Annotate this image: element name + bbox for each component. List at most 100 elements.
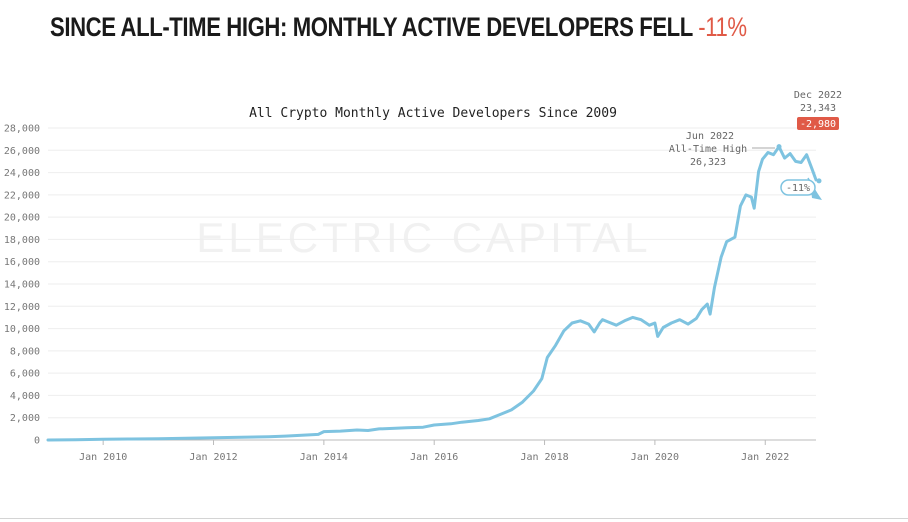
data-point bbox=[709, 313, 711, 315]
data-point bbox=[587, 323, 590, 326]
data-point bbox=[74, 438, 77, 441]
data-point bbox=[322, 430, 325, 433]
data-point bbox=[157, 437, 160, 440]
data-point bbox=[546, 356, 549, 359]
data-point bbox=[212, 436, 215, 439]
data-point bbox=[623, 319, 626, 322]
y-tick-label: 26,000 bbox=[4, 146, 40, 157]
data-point bbox=[640, 318, 643, 321]
watermark: ELECTRIC CAPITAL bbox=[196, 214, 651, 261]
x-tick-label: Jan 2022 bbox=[741, 452, 789, 463]
data-point bbox=[593, 331, 596, 333]
data-point bbox=[753, 207, 756, 210]
data-point bbox=[670, 322, 673, 324]
x-tick-label: Jan 2010 bbox=[79, 452, 127, 463]
data-point bbox=[449, 422, 452, 425]
ath-date-label: Jun 2022 bbox=[686, 131, 734, 142]
data-point bbox=[662, 326, 665, 329]
data-point bbox=[532, 390, 535, 392]
data-point bbox=[648, 324, 651, 327]
data-point bbox=[521, 401, 524, 404]
x-tick-label: Jan 2012 bbox=[189, 452, 237, 463]
y-tick-label: 4,000 bbox=[10, 391, 40, 402]
data-point bbox=[772, 153, 775, 156]
y-tick-label: 6,000 bbox=[10, 369, 40, 380]
data-point bbox=[678, 318, 681, 321]
y-tick-label: 10,000 bbox=[4, 324, 40, 335]
data-point bbox=[607, 320, 609, 323]
data-point bbox=[562, 329, 565, 332]
y-tick-label: 22,000 bbox=[4, 190, 40, 201]
data-point bbox=[805, 153, 808, 156]
data-point bbox=[47, 439, 49, 441]
data-point bbox=[720, 256, 723, 259]
series-line bbox=[46, 145, 818, 442]
data-point bbox=[811, 168, 814, 171]
data-point bbox=[750, 196, 753, 198]
data-point bbox=[422, 426, 425, 429]
data-point bbox=[815, 178, 817, 181]
x-tick-label: Jan 2020 bbox=[631, 452, 679, 463]
y-tick-label: 16,000 bbox=[4, 257, 40, 268]
y-tick-label: 14,000 bbox=[4, 280, 40, 291]
data-point bbox=[706, 303, 709, 305]
data-point bbox=[433, 424, 436, 426]
x-tick-label: Jan 2014 bbox=[300, 452, 348, 463]
data-point bbox=[695, 317, 698, 320]
last-value-label: 23,343 bbox=[800, 103, 836, 114]
data-point bbox=[284, 435, 287, 437]
y-tick-label: 0 bbox=[34, 436, 40, 447]
data-point bbox=[378, 427, 380, 430]
data-point bbox=[300, 434, 303, 437]
data-point bbox=[367, 429, 369, 432]
data-point bbox=[510, 409, 513, 411]
data-point bbox=[488, 417, 491, 420]
data-point bbox=[601, 318, 604, 321]
data-point bbox=[725, 240, 728, 243]
data-point bbox=[598, 322, 601, 324]
last-point-marker bbox=[816, 178, 822, 184]
data-point bbox=[129, 438, 132, 440]
pct-badge bbox=[780, 179, 816, 196]
data-point bbox=[713, 286, 716, 289]
y-tick-label: 28,000 bbox=[4, 124, 40, 135]
data-point bbox=[405, 426, 408, 429]
data-point bbox=[800, 161, 803, 164]
data-point bbox=[656, 335, 659, 338]
data-point bbox=[653, 322, 656, 324]
data-point bbox=[477, 419, 480, 422]
data-point bbox=[794, 160, 797, 163]
data-point bbox=[687, 323, 689, 326]
data-point bbox=[499, 413, 502, 416]
data-point bbox=[394, 427, 397, 430]
x-tick-label: Jan 2018 bbox=[520, 452, 568, 463]
data-point bbox=[733, 236, 736, 239]
data-point bbox=[460, 421, 463, 424]
y-tick-label: 24,000 bbox=[4, 168, 40, 179]
data-point bbox=[339, 430, 342, 432]
data-point bbox=[317, 433, 320, 436]
data-point bbox=[757, 170, 760, 173]
change-badge bbox=[797, 117, 839, 130]
x-tick-label: Jan 2016 bbox=[410, 452, 458, 463]
headline-main: SINCE ALL-TIME HIGH: MONTHLY ACTIVE DEVE… bbox=[50, 12, 699, 42]
data-point bbox=[579, 319, 582, 322]
data-point bbox=[240, 436, 243, 439]
data-point bbox=[745, 193, 747, 196]
data-point bbox=[540, 377, 543, 380]
data-point bbox=[739, 205, 742, 207]
y-tick-label: 20,000 bbox=[4, 213, 40, 224]
change-badge-label: -2,980 bbox=[800, 119, 836, 130]
ath-marker bbox=[776, 144, 782, 150]
data-point bbox=[102, 438, 105, 441]
data-point bbox=[571, 322, 574, 324]
data-point bbox=[631, 316, 634, 319]
page-headline: SINCE ALL-TIME HIGH: MONTHLY ACTIVE DEVE… bbox=[50, 12, 747, 43]
data-point bbox=[700, 308, 703, 311]
bottom-divider bbox=[0, 518, 908, 519]
pct-badge-label: -11% bbox=[786, 183, 810, 194]
last-date-label: Dec 2022 bbox=[794, 90, 842, 101]
headline-accent: -11% bbox=[698, 12, 747, 42]
y-tick-label: 18,000 bbox=[4, 235, 40, 246]
